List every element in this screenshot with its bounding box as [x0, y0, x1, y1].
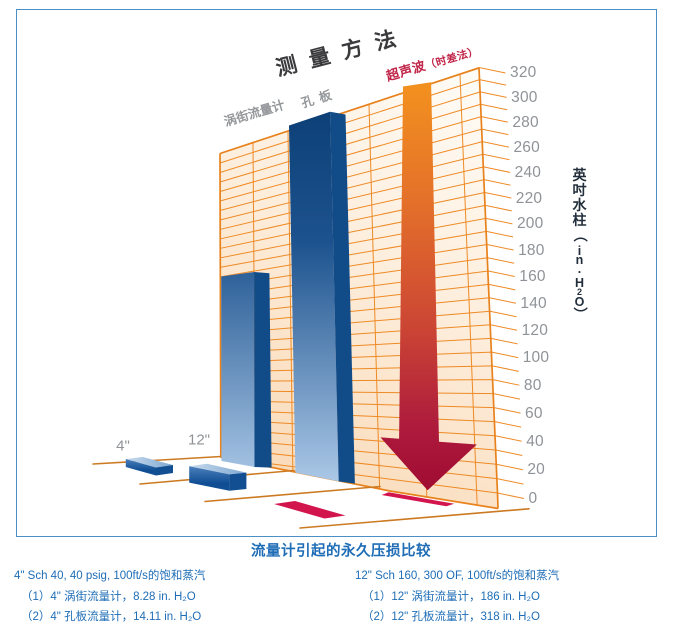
y-axis-title-char: 2: [576, 286, 582, 297]
wall-left-edge: [219, 153, 222, 458]
wall-top-edge: [219, 67, 480, 155]
floor-baselines: [92, 455, 530, 529]
y-tick-label: 140: [520, 294, 547, 312]
bar-4in-vortex-end[interactable]: [156, 465, 173, 476]
y-tick-label: 200: [516, 215, 544, 233]
legend-left-header: 4" Sch 40, 40 psig, 100ft/s的饱和蒸汽: [14, 570, 206, 582]
zero-marker-12in: [381, 492, 455, 507]
y-axis-title-char: （: [571, 228, 588, 242]
bar-4in-orifice-front[interactable]: [189, 466, 230, 491]
y-axis-title-char: 英: [572, 167, 587, 183]
wall-fold-edge: [478, 67, 499, 509]
bar-4in-vortex-front[interactable]: [125, 459, 156, 476]
y-tick-label: 0: [528, 490, 538, 507]
legend-right-header: 12" Sch 160, 300 OF, 100ft/s的饱和蒸汽: [355, 570, 560, 582]
y-tick-label: 220: [515, 189, 543, 207]
y-tick-label: 240: [514, 163, 542, 181]
y-axis-title-char: 吋: [572, 182, 587, 198]
bar-12in-vortex-side[interactable]: [254, 272, 272, 468]
y-tick-label: 120: [521, 321, 549, 339]
wall-vertical-gridline: [368, 104, 381, 489]
chart-border-frame: [16, 9, 657, 537]
bar-12in-orifice[interactable]: [289, 111, 355, 484]
baseline-row-front: [204, 485, 381, 503]
ultrasonic-zero-arrow[interactable]: [380, 82, 477, 491]
y-tick-label: 180: [518, 241, 545, 259]
y-axis-title-char: 柱: [572, 212, 587, 228]
y-tick-label: 320: [510, 64, 537, 82]
y-axis-title-char: 水: [572, 197, 587, 213]
y-axis-title-char: i: [577, 244, 582, 258]
y-tick-label: 280: [512, 113, 539, 131]
legend-right-item1: （1）12" 涡街流量计，186 in. H₂O: [362, 591, 540, 603]
bar-4in-orifice-top[interactable]: [189, 463, 247, 475]
y-axis-title-char: n: [575, 253, 584, 267]
y-axis-title-char: H: [574, 276, 585, 290]
y-tick-label: 60: [525, 404, 543, 422]
legend-right-item2: （2）12" 孔板流量计，318 in. H₂O: [362, 611, 540, 623]
y-tick-label: 100: [522, 349, 550, 367]
legend-left-item2: （2）4" 孔板流量计，14.11 in. H₂O: [21, 611, 202, 623]
chart-caption: 流量计引起的永久压损比较: [251, 543, 431, 560]
y-tick-label: 40: [526, 432, 544, 450]
bar-12in-orifice-side[interactable]: [330, 111, 355, 484]
bar-4in-orifice[interactable]: [189, 463, 247, 491]
legend-left-item1: （1）4" 涡街流量计，8.28 in. H₂O: [21, 591, 196, 603]
bar-4in-orifice-end[interactable]: [229, 472, 247, 491]
row-label-12in: 12": [187, 431, 211, 449]
bar-12in-vortex[interactable]: [221, 272, 272, 468]
bar-4in-vortex-top[interactable]: [125, 457, 173, 468]
bar-12in-orifice-front[interactable]: [289, 111, 339, 482]
row-label-4in: 4": [116, 437, 130, 455]
ultrasonic-zero-markers: [274, 492, 455, 519]
bar-4in-vortex[interactable]: [125, 457, 173, 476]
zero-marker-4in: [274, 501, 346, 519]
y-axis-title-char: ）: [571, 306, 588, 321]
y-axis-title-char: .: [577, 262, 582, 276]
y-tick-label: 300: [511, 88, 538, 106]
y-tick-label: 160: [519, 267, 546, 285]
baseline-floor-front-edge: [299, 508, 530, 529]
baseline-row-4in: [92, 455, 222, 465]
y-axis-title-char: O: [574, 295, 585, 309]
bar-12in-vortex-front[interactable]: [221, 272, 255, 467]
y-tick-label: 80: [523, 376, 542, 394]
wall-vertical-gridline: [459, 74, 478, 505]
y-tick-label: 20: [527, 461, 545, 479]
wall-vertical-gridline: [287, 131, 294, 472]
y-tick-label: 260: [513, 138, 540, 156]
